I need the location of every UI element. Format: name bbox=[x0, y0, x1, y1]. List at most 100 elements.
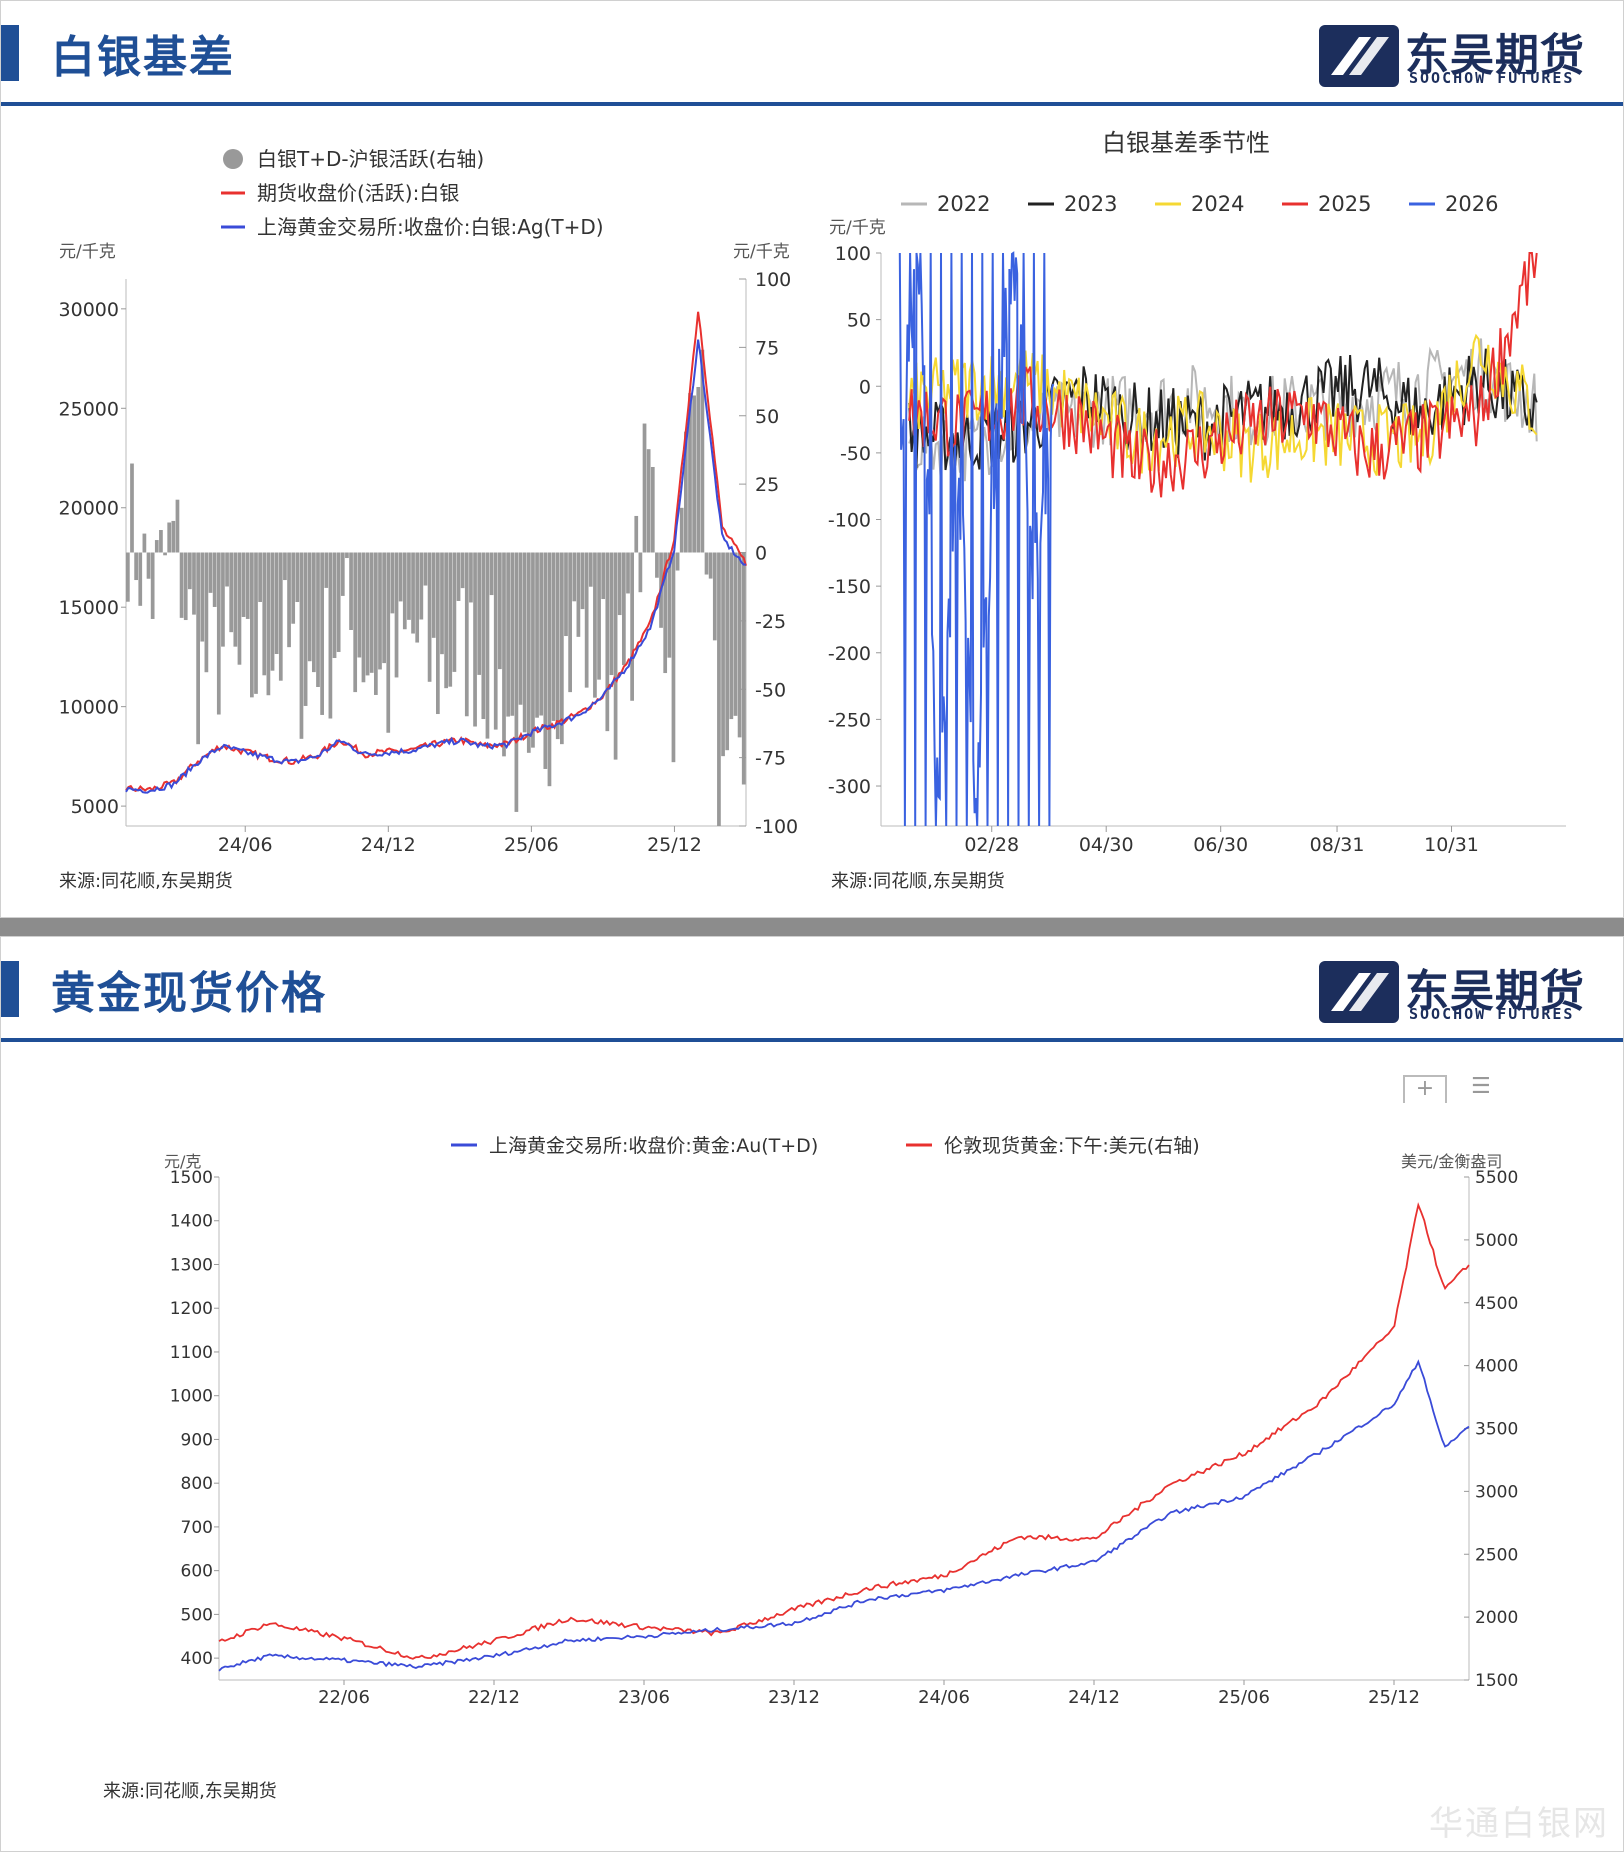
x-tick: 02/28 bbox=[964, 834, 1019, 856]
y-tick-left: 1400 bbox=[170, 1212, 213, 1232]
basis-bar bbox=[609, 552, 614, 676]
basis-bar bbox=[675, 552, 680, 571]
basis-bar bbox=[369, 552, 374, 673]
y-tick: 100 bbox=[835, 243, 871, 265]
y-tick-right: 4500 bbox=[1475, 1294, 1518, 1314]
slide-header: 白银基差 东吴期货 SOOCHOW FUTURES bbox=[1, 1, 1623, 106]
basis-bar bbox=[258, 552, 262, 602]
basis-bar bbox=[712, 552, 717, 641]
y-tick-right: 2000 bbox=[1475, 1608, 1518, 1628]
basis-bar bbox=[663, 552, 668, 674]
basis-bar bbox=[357, 552, 362, 658]
basis-bar bbox=[733, 552, 738, 716]
basis-bar bbox=[287, 552, 291, 648]
x-tick: 24/06 bbox=[218, 834, 273, 856]
x-tick: 24/12 bbox=[1068, 1687, 1120, 1708]
x-tick: 08/31 bbox=[1310, 834, 1365, 856]
chart-source-bottom: 来源:同花顺,东吴期货 bbox=[103, 1781, 277, 1802]
basis-bar bbox=[365, 552, 370, 676]
basis-bar bbox=[299, 552, 304, 739]
logo-mark-icon bbox=[1319, 25, 1399, 87]
basis-bar bbox=[196, 552, 200, 745]
y-tick-right: 25 bbox=[755, 474, 779, 496]
basis-bar bbox=[489, 552, 494, 596]
slide-gold-spot: 黄金现货价格 东吴期货 SOOCHOW FUTURES + ☰ 上海黄金交易所:… bbox=[0, 936, 1624, 1852]
basis-bar bbox=[622, 552, 626, 666]
y-tick-left: 500 bbox=[181, 1605, 213, 1625]
basis-bar bbox=[229, 552, 234, 633]
basis-bar bbox=[204, 552, 209, 673]
basis-bar bbox=[634, 515, 639, 553]
basis-bar bbox=[642, 423, 647, 553]
basis-bar bbox=[254, 552, 258, 694]
basis-bar bbox=[630, 552, 634, 701]
logo-text-en: SOOCHOW FUTURES bbox=[1409, 69, 1575, 87]
basis-bar bbox=[233, 552, 238, 647]
legend-label-1: 伦敦现货黄金:下午:美元(右轴) bbox=[944, 1135, 1200, 1157]
basis-bar bbox=[328, 552, 333, 719]
x-tick: 25/06 bbox=[1218, 1687, 1270, 1708]
y-tick: -200 bbox=[828, 643, 871, 665]
basis-bar bbox=[154, 540, 159, 553]
basis-bar bbox=[593, 552, 597, 698]
menu-icon[interactable]: ☰ bbox=[1471, 1074, 1491, 1099]
basis-bar bbox=[134, 552, 138, 581]
silver-basis-seasonal-chart: 白银基差季节性 2022 2023 2024 2025 2026 元/千克 100 50 0 -50… bbox=[828, 129, 1566, 856]
basis-bar bbox=[221, 552, 225, 647]
x-tick: 23/12 bbox=[768, 1687, 820, 1708]
basis-bar bbox=[696, 387, 701, 553]
y-tick-right: -50 bbox=[755, 679, 786, 701]
y-tick-right: 0 bbox=[755, 543, 767, 565]
basis-bar bbox=[179, 552, 184, 618]
y-tick-right: -25 bbox=[755, 611, 786, 633]
basis-bar bbox=[522, 552, 527, 733]
y-tick-right: 50 bbox=[755, 406, 779, 428]
y-tick-right: 5000 bbox=[1475, 1231, 1518, 1251]
basis-bar bbox=[349, 552, 353, 631]
y-axis-unit-right: 美元/金衡盎司 bbox=[1401, 1152, 1502, 1171]
basis-bar bbox=[407, 552, 411, 620]
basis-bar bbox=[481, 552, 486, 720]
logo-text-en-2: SOOCHOW FUTURES bbox=[1409, 1005, 1575, 1023]
basis-bar bbox=[729, 552, 734, 720]
y-axis-unit-left: 元/千克 bbox=[59, 242, 116, 262]
y-tick-right: 3000 bbox=[1475, 1482, 1518, 1502]
watermark-text: 华通白银网 bbox=[1429, 1804, 1609, 1844]
basis-bar bbox=[175, 499, 180, 553]
company-logo: 东吴期货 SOOCHOW FUTURES bbox=[1319, 19, 1609, 91]
basis-bar bbox=[535, 552, 539, 718]
basis-bar bbox=[250, 552, 254, 698]
basis-bar bbox=[601, 552, 606, 600]
y-tick-right: 3500 bbox=[1475, 1420, 1518, 1440]
basis-bar bbox=[560, 552, 564, 745]
basis-bar bbox=[283, 552, 287, 581]
basis-bar bbox=[597, 552, 601, 680]
basis-bar bbox=[473, 552, 477, 727]
basis-bar bbox=[295, 552, 300, 603]
basis-bar bbox=[394, 552, 399, 678]
legend-label-2022: 2022 bbox=[937, 192, 990, 216]
x-tick: 25/06 bbox=[504, 834, 559, 856]
basis-bar bbox=[436, 552, 440, 715]
series-line-2025 bbox=[908, 252, 1538, 498]
basis-bar bbox=[312, 552, 316, 673]
basis-bar bbox=[431, 552, 436, 638]
title-accent-bar-2 bbox=[1, 961, 19, 1017]
basis-bar bbox=[510, 552, 515, 716]
y-axis-unit-right: 元/千克 bbox=[733, 242, 790, 262]
y-tick-left: 10000 bbox=[59, 697, 119, 719]
y-tick-left: 1000 bbox=[170, 1387, 213, 1407]
x-tick: 22/06 bbox=[318, 1687, 370, 1708]
y-tick-left: 25000 bbox=[59, 398, 119, 420]
x-tick: 10/31 bbox=[1424, 834, 1479, 856]
basis-bar bbox=[684, 431, 688, 553]
basis-bar bbox=[212, 552, 217, 607]
y-tick-right: 1500 bbox=[1475, 1671, 1518, 1691]
legend-label-2026: 2026 bbox=[1445, 192, 1498, 216]
basis-bar bbox=[188, 552, 192, 590]
basis-bar bbox=[721, 552, 725, 757]
basis-bar bbox=[493, 552, 498, 730]
zoom-icon[interactable]: + bbox=[1403, 1075, 1447, 1103]
basis-bar bbox=[270, 552, 275, 671]
basis-bar bbox=[171, 520, 176, 553]
